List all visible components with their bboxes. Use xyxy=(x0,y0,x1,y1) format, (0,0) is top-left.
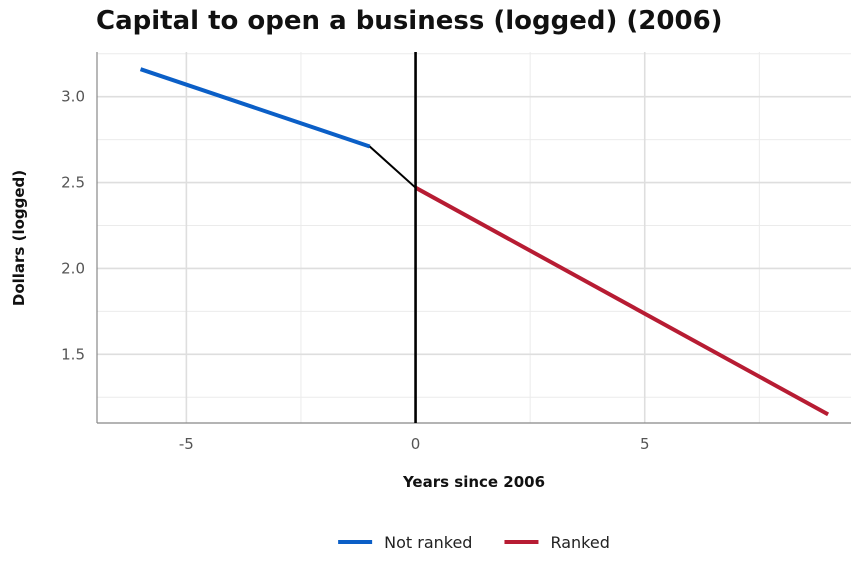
series-line-ranked xyxy=(414,185,830,417)
x-axis-title: Years since 2006 xyxy=(402,473,545,491)
connector-line xyxy=(368,145,417,189)
x-tick-labels: -5 0 5 xyxy=(179,435,650,453)
y-tick-labels: 1.5 2.0 2.5 3.0 xyxy=(61,88,85,364)
y-tick-label: 2.5 xyxy=(61,174,85,192)
y-tick-label: 3.0 xyxy=(61,88,85,106)
y-axis-title: Dollars (logged) xyxy=(10,170,28,306)
x-tick-label: 0 xyxy=(411,435,421,453)
legend-item: Not ranked xyxy=(338,533,472,552)
x-tick-label: 5 xyxy=(640,435,650,453)
legend-label: Ranked xyxy=(550,533,609,552)
connector-segment xyxy=(368,145,417,189)
chart-title: Capital to open a business (logged) (200… xyxy=(96,6,723,36)
series-lines xyxy=(139,67,830,417)
y-tick-label: 2.0 xyxy=(61,259,85,277)
y-tick-label: 1.5 xyxy=(61,345,85,363)
x-tick-label: -5 xyxy=(179,435,194,453)
legend-label: Not ranked xyxy=(384,533,472,552)
axes xyxy=(96,52,851,424)
legend-item: Ranked xyxy=(504,533,610,552)
series-line-not-ranked xyxy=(139,67,371,149)
major-gridlines xyxy=(97,52,851,423)
legend: Not ranked Ranked xyxy=(338,533,610,552)
minor-gridlines xyxy=(97,52,851,423)
